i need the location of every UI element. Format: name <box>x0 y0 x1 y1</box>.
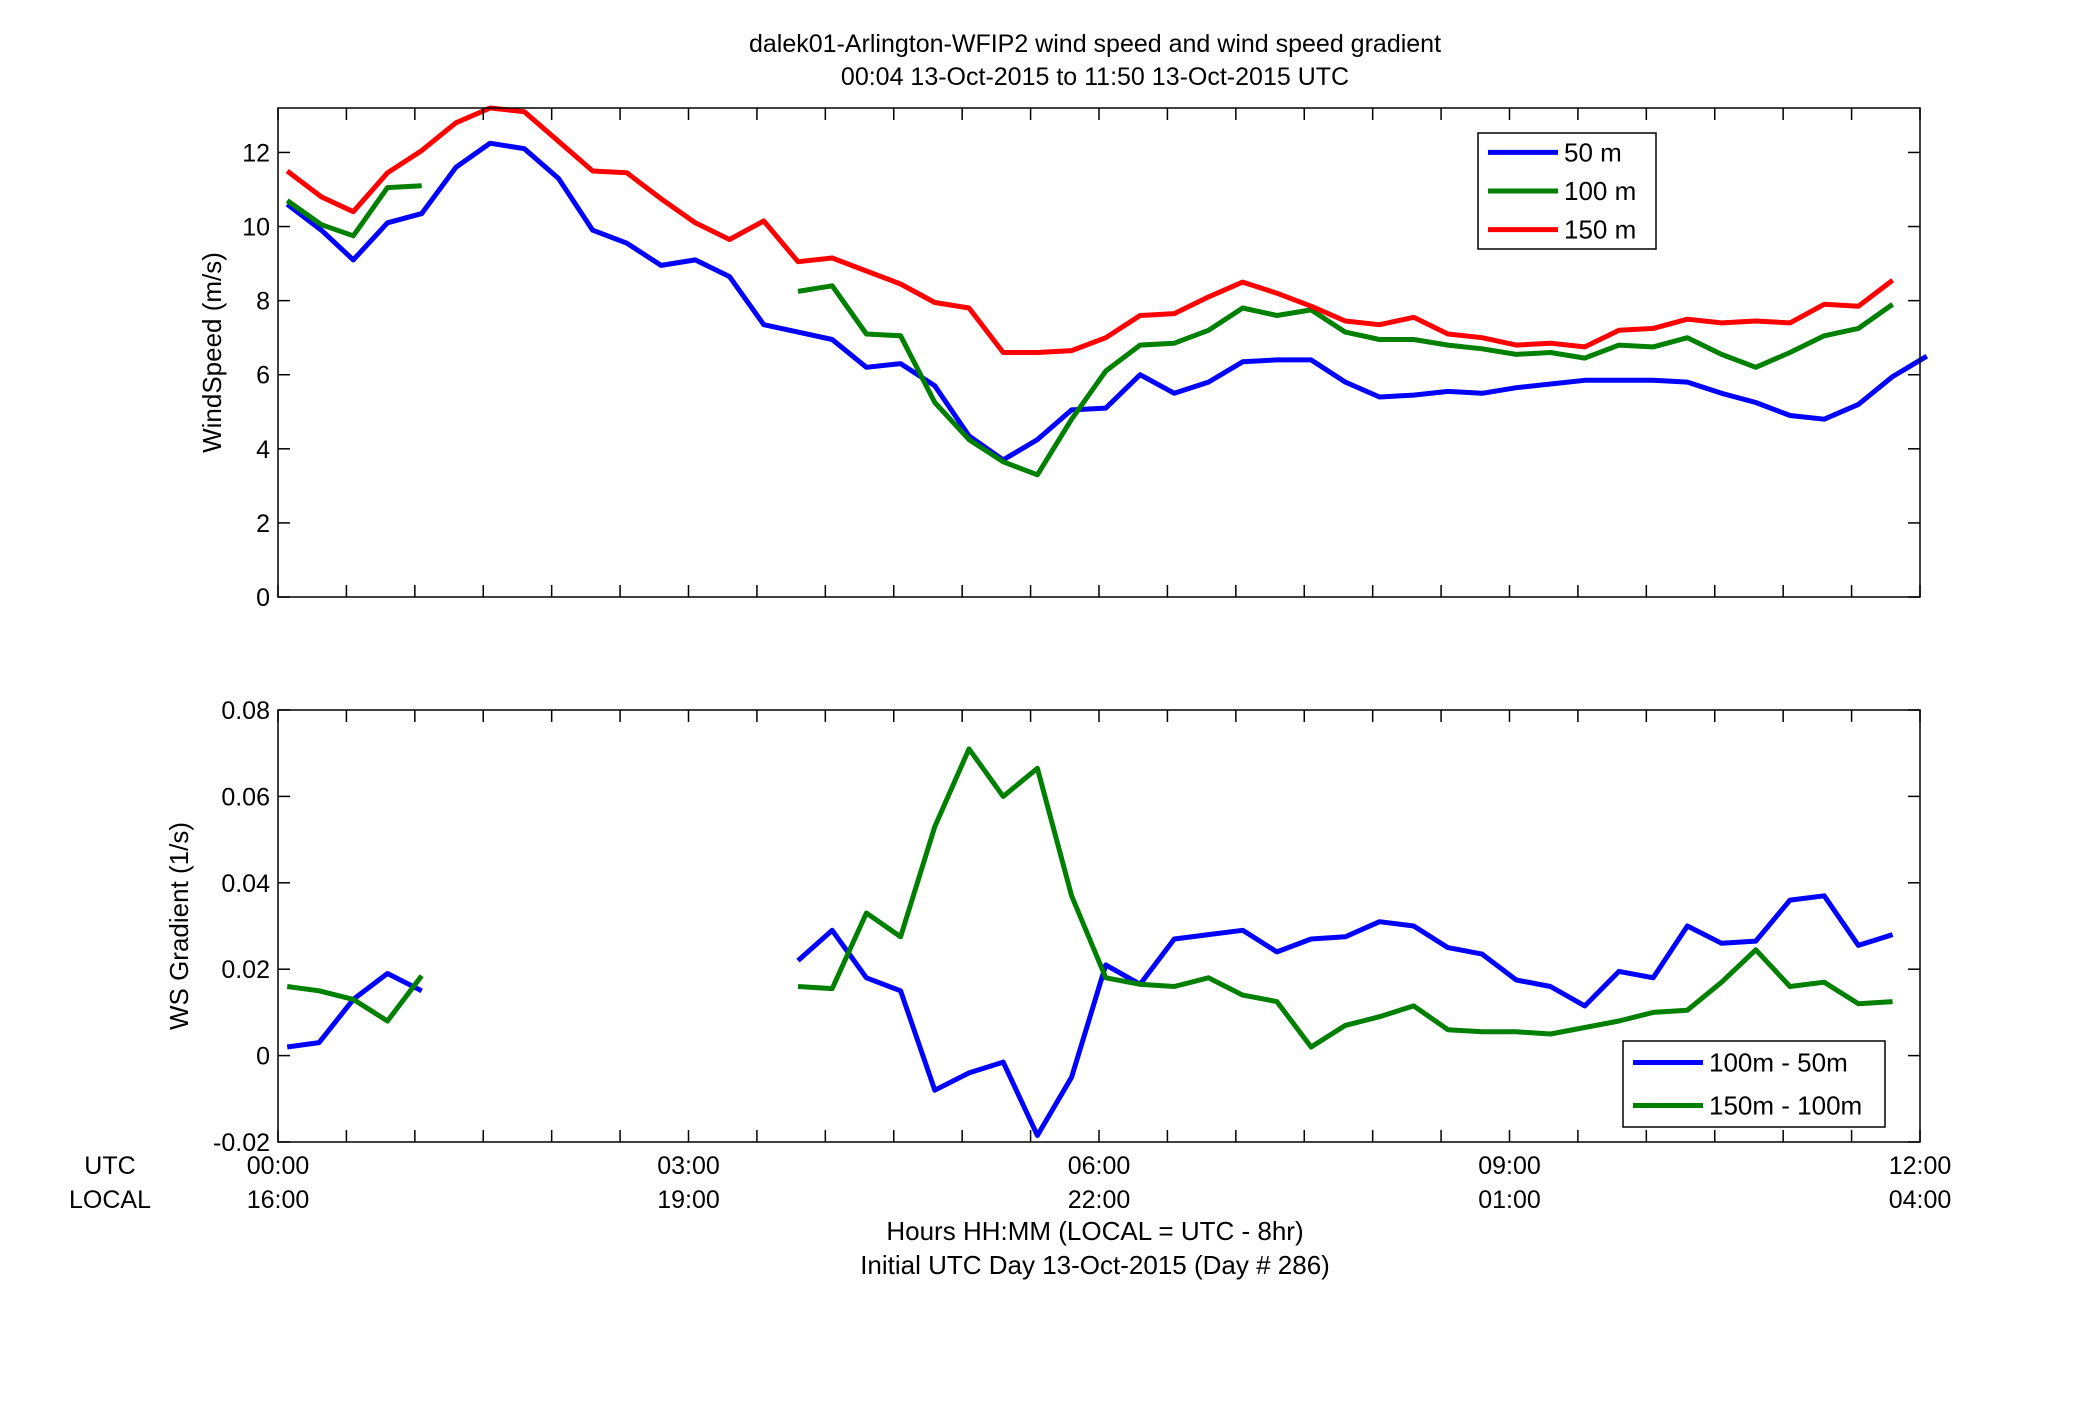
y-tick-label: 0.06 <box>221 783 270 811</box>
legend-label-0: 100m - 50m <box>1709 1048 1848 1078</box>
legend-label-1: 150m - 100m <box>1709 1091 1862 1121</box>
y-tick-label: -0.02 <box>213 1129 270 1157</box>
x-tick-label-utc: 00:00 <box>247 1152 310 1180</box>
x-tick-label-local: 16:00 <box>247 1186 310 1214</box>
x-tick-label-utc: 12:00 <box>1889 1152 1952 1180</box>
series-line-2 <box>285 105 1895 355</box>
y-tick-label: 0 <box>256 1043 270 1071</box>
chart-title-line2: 00:04 13-Oct-2015 to 11:50 13-Oct-2015 U… <box>841 63 1349 91</box>
legend: 100m - 50m 150m - 100m <box>1622 1040 1886 1128</box>
row-label-utc: UTC <box>84 1152 135 1180</box>
x-tick-label-local: 01:00 <box>1478 1186 1541 1214</box>
legend-box <box>1622 1040 1886 1128</box>
x-tick-label-local: 19:00 <box>657 1186 720 1214</box>
y-tick-label: 0 <box>256 584 270 612</box>
gradient-panel: -0.02 0 0.02 0.04 0.06 0.08 WS Gradient (1/s) 1… <box>164 697 1951 1214</box>
x-tick-label-local: 04:00 <box>1889 1186 1952 1214</box>
row-label-local: LOCAL <box>69 1186 151 1214</box>
x-tick-label-local: 22:00 <box>1068 1186 1131 1214</box>
x-tick-label-utc: 09:00 <box>1478 1152 1541 1180</box>
y-tick-label: 0.04 <box>221 870 270 898</box>
x-axis-label-line1: Hours HH:MM (LOCAL = UTC - 8hr) <box>886 1216 1303 1246</box>
y-axis-label: WS Gradient (1/s) <box>164 822 194 1030</box>
y-tick-label: 6 <box>256 362 270 390</box>
x-tick-label-utc: 06:00 <box>1068 1152 1131 1180</box>
legend: 50 m 100 m 150 m <box>1477 132 1657 250</box>
series-line-1 <box>286 746 1893 1050</box>
y-tick-label: 12 <box>242 139 270 167</box>
legend-label-2: 150 m <box>1564 215 1636 245</box>
chart-title-line1: dalek01-Arlington-WFIP2 wind speed and w… <box>749 30 1441 58</box>
legend-label-0: 50 m <box>1564 137 1622 167</box>
windspeed-panel: 0 2 4 6 8 10 12 WindSpeed (m/s) 50 m 100 m 150 m <box>197 105 1929 612</box>
y-axis-label: WindSpeed (m/s) <box>197 252 227 453</box>
x-axis-label-line2: Initial UTC Day 13-Oct-2015 (Day # 286) <box>860 1250 1330 1280</box>
y-tick-label: 2 <box>256 510 270 538</box>
y-tick-label: 0.02 <box>221 956 270 984</box>
y-tick-label: 4 <box>256 436 270 464</box>
y-tick-label: 0.08 <box>221 697 270 725</box>
x-tick-label-utc: 03:00 <box>657 1152 720 1180</box>
plot-area <box>278 108 1920 597</box>
series-line-1 <box>285 183 1895 478</box>
legend-label-1: 100 m <box>1564 176 1636 206</box>
y-tick-label: 10 <box>242 214 270 242</box>
y-tick-label: 8 <box>256 288 270 316</box>
series-line-0 <box>285 140 1929 463</box>
